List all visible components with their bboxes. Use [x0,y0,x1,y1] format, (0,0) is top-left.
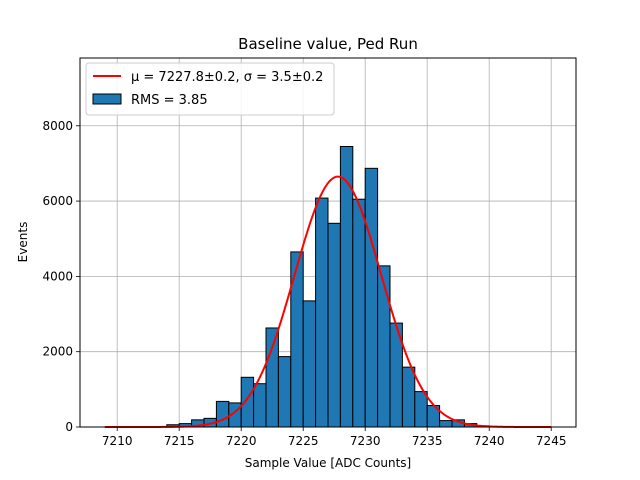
x-tick-label: 7220 [226,434,257,448]
x-tick-label: 7225 [288,434,319,448]
x-tick-label: 7235 [412,434,443,448]
y-tick-label: 8000 [42,119,73,133]
histogram-bar [414,391,428,428]
x-tick-label: 7215 [164,434,195,448]
legend: μ = 7227.8±0.2, σ = 3.5±0.2 RMS = 3.85 [85,62,335,116]
chart-title: Baseline value, Ped Run [238,35,418,53]
histogram-bar [352,198,366,428]
histogram-bar [401,366,416,428]
x-tick-label: 7245 [536,434,567,448]
y-tick-label: 6000 [42,194,73,208]
y-axis-label: Events [16,222,30,263]
histogram-bar [240,376,255,428]
x-tick-label: 7230 [350,434,381,448]
y-axis-ticks: 0 2000 4000 6000 8000 [42,119,80,434]
x-tick-label: 7210 [102,434,133,448]
histogram-bar [302,300,317,428]
plot-frame [79,57,577,428]
legend-box [85,62,335,116]
y-tick-label: 2000 [42,345,73,359]
histogram-bars [166,145,490,428]
histogram-bar [253,383,267,428]
histogram-bar [265,327,279,428]
histogram-bar [315,197,329,428]
y-tick-label: 0 [65,420,73,434]
y-tick-label: 4000 [42,269,73,283]
histogram-bar [439,420,453,428]
x-axis-ticks: 7210 7215 7220 7225 7230 7235 7240 7245 [102,427,567,448]
histogram-bar [277,356,292,428]
histogram-bar [215,400,230,428]
histogram-bar [364,167,379,428]
x-axis-label: Sample Value [ADC Counts] [245,456,411,470]
x-tick-label: 7240 [474,434,505,448]
histogram-bar [327,222,341,428]
legend-fit-label: μ = 7227.8±0.2, σ = 3.5±0.2 [131,70,323,85]
legend-hist-swatch [92,93,122,105]
histogram-bar [377,265,391,428]
legend-hist-label: RMS = 3.85 [131,93,208,108]
